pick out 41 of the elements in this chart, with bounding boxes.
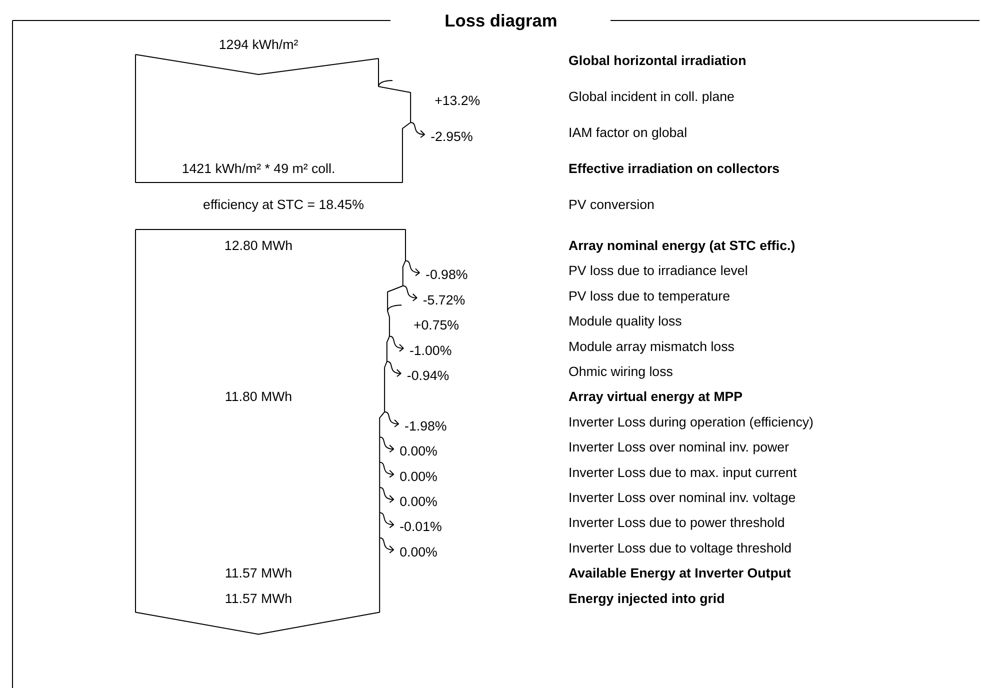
category-label: Inverter Loss over nominal inv. voltage (568, 490, 796, 505)
category-label: Ohmic wiring loss (568, 364, 674, 379)
category-label: Module array mismatch loss (568, 338, 735, 354)
category-label: PV loss due to irradiance level (568, 263, 748, 278)
category-label: Array nominal energy (at STC effic.) (568, 238, 796, 253)
category-label: Inverter Loss due to max. input current (568, 464, 797, 480)
category-label: Effective irradiation on collectors (568, 161, 780, 176)
data-label: 1294 kWh/m² (218, 37, 299, 52)
category-label: Global incident in coll. plane (568, 89, 734, 104)
data-label: 1421 kWh/m² * 49 m² coll. (182, 161, 336, 176)
data-label: 0.00% (400, 444, 438, 459)
data-label: efficiency at STC = 18.45% (203, 197, 364, 212)
data-label: -1.00% (409, 342, 452, 358)
category-label: Available Energy at Inverter Output (568, 566, 792, 581)
category-label: Inverter Loss over nominal inv. power (568, 440, 790, 455)
data-label: 11.57 MWh (224, 566, 292, 581)
data-label: -5.72% (422, 292, 466, 308)
category-label: Inverter Loss due to voltage threshold (568, 540, 792, 556)
data-label: 11.80 MWh (224, 389, 292, 404)
data-label: +0.75% (413, 318, 460, 333)
data-label: -0.98% (426, 267, 468, 282)
data-label: -0.94% (406, 368, 450, 383)
data-label: 0.00% (400, 468, 438, 484)
category-label: Global horizontal irradiation (568, 53, 746, 68)
category-label: IAM factor on global (568, 125, 688, 140)
data-label: -0.01% (400, 519, 442, 534)
category-label: PV conversion (568, 197, 654, 212)
category-label: Module quality loss (568, 314, 682, 329)
category-label: Inverter Loss during operation (efficiency) (568, 414, 814, 430)
category-label: Inverter Loss due to power threshold (568, 515, 785, 530)
data-label: 0.00% (400, 494, 438, 509)
data-label: +13.2% (434, 93, 480, 108)
category-label: Energy injected into grid (568, 590, 725, 606)
category-label: PV loss due to temperature (568, 288, 730, 304)
data-label: -1.98% (404, 418, 447, 434)
data-label: 12.80 MWh (224, 238, 293, 253)
text: Loss diagram (444, 10, 558, 30)
data-label: 0.00% (400, 544, 438, 560)
data-label: 11.57 MWh (224, 590, 292, 606)
category-label: Array virtual energy at MPP (568, 389, 743, 404)
data-label: -2.95% (430, 129, 473, 144)
